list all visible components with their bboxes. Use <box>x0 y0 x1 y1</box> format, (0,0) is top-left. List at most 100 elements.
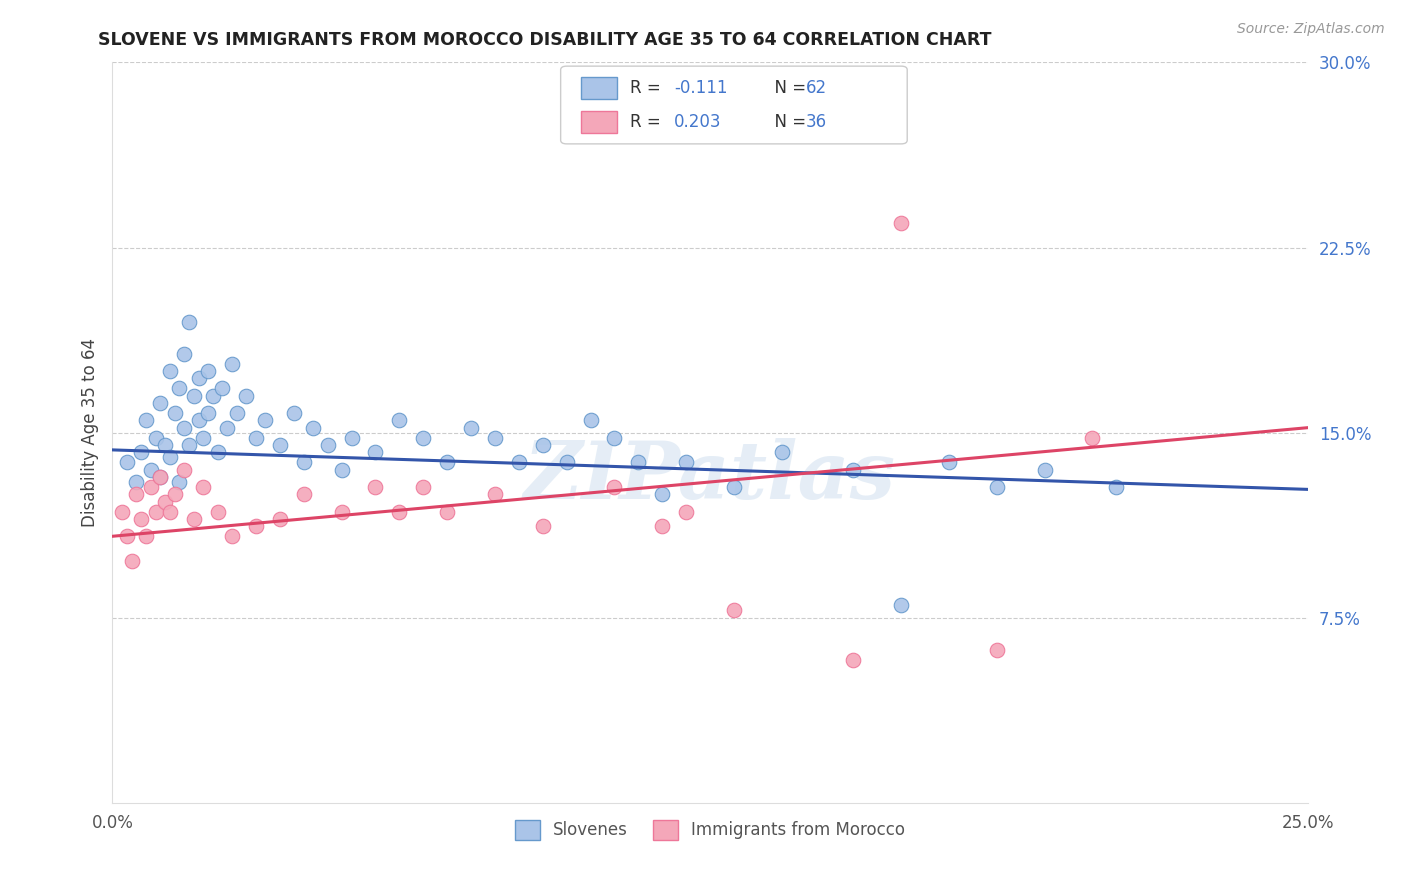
Point <box>193 431 215 445</box>
Text: SLOVENE VS IMMIGRANTS FROM MOROCCO DISABILITY AGE 35 TO 64 CORRELATION CHART: SLOVENE VS IMMIGRANTS FROM MOROCCO DISAB… <box>98 31 991 49</box>
Point <box>283 406 305 420</box>
Point <box>217 420 239 434</box>
Point <box>316 438 339 452</box>
Text: ZIPatlas: ZIPatlas <box>524 438 896 516</box>
Point <box>254 413 277 427</box>
Point <box>330 462 353 476</box>
Point <box>225 406 247 420</box>
Point <box>770 445 793 459</box>
Point <box>115 455 138 469</box>
Point <box>340 431 363 445</box>
Point <box>651 487 673 501</box>
Point <box>153 438 176 452</box>
Point <box>153 494 176 508</box>
Point <box>986 642 1008 657</box>
Point <box>177 314 200 328</box>
Point <box>169 475 191 489</box>
Point <box>292 487 315 501</box>
Point <box>531 519 554 533</box>
Point <box>723 480 745 494</box>
Text: 62: 62 <box>806 78 827 96</box>
Point <box>484 487 506 501</box>
Point <box>890 216 912 230</box>
Point <box>269 512 291 526</box>
Point <box>794 124 817 138</box>
Point <box>115 529 138 543</box>
Point <box>159 364 181 378</box>
Point <box>145 431 167 445</box>
Point <box>292 455 315 469</box>
Point <box>675 455 697 469</box>
Point <box>436 505 458 519</box>
Point <box>1081 431 1104 445</box>
Point <box>388 413 411 427</box>
Point <box>159 505 181 519</box>
Point <box>135 413 157 427</box>
Point <box>177 438 200 452</box>
Point <box>842 462 865 476</box>
Point <box>125 487 148 501</box>
Text: R =: R = <box>630 78 666 96</box>
Text: -0.111: -0.111 <box>675 78 728 96</box>
FancyBboxPatch shape <box>561 66 907 144</box>
Y-axis label: Disability Age 35 to 64: Disability Age 35 to 64 <box>80 338 98 527</box>
FancyBboxPatch shape <box>581 78 617 99</box>
Point <box>163 487 186 501</box>
Point <box>193 480 215 494</box>
Point <box>436 455 458 469</box>
Point <box>187 371 209 385</box>
Point <box>139 462 162 476</box>
Point <box>149 396 172 410</box>
Point <box>627 455 650 469</box>
Point <box>163 406 186 420</box>
Point <box>207 445 229 459</box>
Point <box>197 406 219 420</box>
Point <box>245 519 267 533</box>
Point <box>111 505 134 519</box>
Point <box>187 413 209 427</box>
Point <box>890 599 912 613</box>
Legend: Slovenes, Immigrants from Morocco: Slovenes, Immigrants from Morocco <box>505 810 915 850</box>
Point <box>364 445 387 459</box>
Point <box>139 480 162 494</box>
Text: 0.203: 0.203 <box>675 112 721 130</box>
Point <box>125 475 148 489</box>
Point <box>173 420 195 434</box>
Text: N =: N = <box>763 78 811 96</box>
Point <box>121 554 143 568</box>
Point <box>412 480 434 494</box>
Point <box>129 512 152 526</box>
Point <box>197 364 219 378</box>
Point <box>1105 480 1128 494</box>
Point <box>159 450 181 465</box>
Point <box>938 455 960 469</box>
Text: 36: 36 <box>806 112 827 130</box>
Point <box>183 512 205 526</box>
Point <box>364 480 387 494</box>
Point <box>235 388 257 402</box>
Point <box>603 480 626 494</box>
Point <box>145 505 167 519</box>
Point <box>412 431 434 445</box>
Point <box>201 388 224 402</box>
Point <box>245 431 267 445</box>
Point <box>221 357 243 371</box>
Point <box>484 431 506 445</box>
Point <box>460 420 482 434</box>
Point <box>531 438 554 452</box>
Point <box>149 470 172 484</box>
Point <box>1033 462 1056 476</box>
Text: N =: N = <box>763 112 811 130</box>
Point <box>169 381 191 395</box>
Point <box>555 455 578 469</box>
Point <box>675 505 697 519</box>
Point <box>173 346 195 360</box>
Point <box>135 529 157 543</box>
Point <box>508 455 530 469</box>
Point <box>221 529 243 543</box>
Point <box>149 470 172 484</box>
Point <box>207 505 229 519</box>
Point <box>269 438 291 452</box>
Point <box>302 420 325 434</box>
Point <box>723 603 745 617</box>
